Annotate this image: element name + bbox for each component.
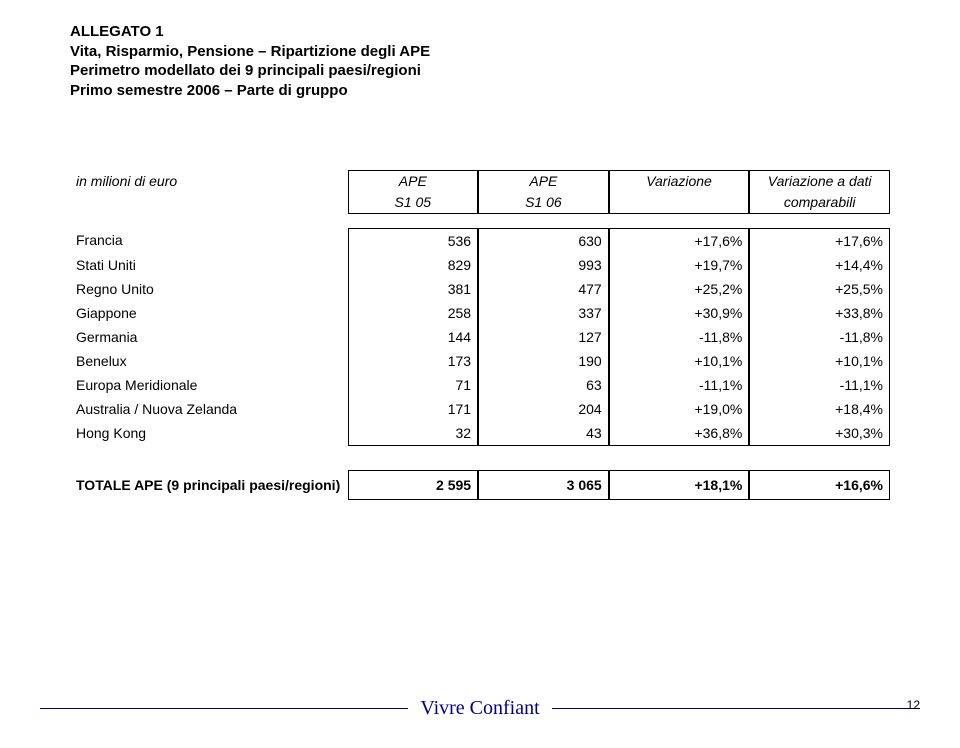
cell-label: Australia / Nuova Zelanda [70,397,348,421]
table-row: Europa Meridionale 71 63 -11,1% -11,1% [70,373,890,397]
cell-value: 258 [348,301,479,325]
cell-value: +36,8% [609,421,750,446]
cell-value: +33,8% [749,301,890,325]
table-header-row: in milioni di euro APE APE Variazione Va… [70,170,890,192]
cell-value: -11,8% [609,325,750,349]
table-row: Stati Uniti 829 993 +19,7% +14,4% [70,253,890,277]
total-value: +18,1% [609,470,750,500]
cell-value: +30,3% [749,421,890,446]
page-footer: Vivre Confiant 12 [0,697,960,720]
cell-value: 536 [348,228,479,253]
spacer-row [70,214,890,228]
cell-value: 381 [348,277,479,301]
cell-label: Giappone [70,301,348,325]
page: ALLEGATO 1 Vita, Risparmio, Pensione – R… [0,0,960,748]
table-row: Hong Kong 32 43 +36,8% +30,3% [70,421,890,446]
table-row: Benelux 173 190 +10,1% +10,1% [70,349,890,373]
cell-label: Benelux [70,349,348,373]
col-header-comparabili: comparabili [749,192,890,214]
cell-value: 32 [348,421,479,446]
table-row: Australia / Nuova Zelanda 171 204 +19,0%… [70,397,890,421]
cell-label: Hong Kong [70,421,348,446]
cell-value: 337 [478,301,609,325]
cell-value: 127 [478,325,609,349]
cell-value: +17,6% [749,228,890,253]
total-value: +16,6% [749,470,890,500]
cell-label: Europa Meridionale [70,373,348,397]
table-row: Giappone 258 337 +30,9% +33,8% [70,301,890,325]
col-header-variazione: Variazione [609,170,750,192]
cell-value: -11,1% [749,373,890,397]
table-row: Germania 144 127 -11,8% -11,8% [70,325,890,349]
cell-value: +17,6% [609,228,750,253]
cell-value: 477 [478,277,609,301]
col-header-variazione-2 [609,192,750,214]
cell-value: +25,5% [749,277,890,301]
footer-rule-left [40,708,408,709]
cell-value: 829 [348,253,479,277]
cell-value: +10,1% [749,349,890,373]
header-line-3: Perimetro modellato dei 9 principali pae… [70,61,890,81]
header-line-2: Vita, Risparmio, Pensione – Ripartizione… [70,42,890,62]
cell-value: -11,8% [749,325,890,349]
cell-label: Germania [70,325,348,349]
cell-value: 993 [478,253,609,277]
table-row: Regno Unito 381 477 +25,2% +25,5% [70,277,890,301]
cell-value: 630 [478,228,609,253]
cell-value: +30,9% [609,301,750,325]
table-container: in milioni di euro APE APE Variazione Va… [70,170,890,500]
cell-value: +19,7% [609,253,750,277]
spacer-row [70,446,890,460]
cell-value: +14,4% [749,253,890,277]
cell-value: 190 [478,349,609,373]
col-header-ape-s106: APE [478,170,609,192]
total-label: TOTALE APE (9 principali paesi/regioni) [70,470,348,500]
cell-value: 71 [348,373,479,397]
document-header: ALLEGATO 1 Vita, Risparmio, Pensione – R… [70,22,890,100]
header-line-4: Primo semestre 2006 – Parte di gruppo [70,81,890,101]
cell-label: Stati Uniti [70,253,348,277]
cell-value: +18,4% [749,397,890,421]
cell-value: +10,1% [609,349,750,373]
table-row: Francia 536 630 +17,6% +17,6% [70,228,890,253]
page-number: 12 [907,698,920,712]
header-line-1: ALLEGATO 1 [70,22,890,42]
cell-value: +19,0% [609,397,750,421]
ape-table: in milioni di euro APE APE Variazione Va… [70,170,890,500]
row-header-label-2 [70,192,348,214]
col-header-ape-s105: APE [348,170,479,192]
row-header-label: in milioni di euro [70,170,348,192]
footer-line: Vivre Confiant [40,697,920,720]
footer-rule-right [552,708,920,709]
cell-value: 43 [478,421,609,446]
col-header-s105: S1 05 [348,192,479,214]
total-value: 2 595 [348,470,479,500]
cell-label: Regno Unito [70,277,348,301]
cell-value: 204 [478,397,609,421]
cell-value: 144 [348,325,479,349]
cell-value: +25,2% [609,277,750,301]
cell-value: -11,1% [609,373,750,397]
footer-brand-text: Vivre Confiant [408,697,551,720]
total-value: 3 065 [478,470,609,500]
cell-value: 173 [348,349,479,373]
table-header-row-2: S1 05 S1 06 comparabili [70,192,890,214]
cell-label: Francia [70,228,348,253]
cell-value: 171 [348,397,479,421]
col-header-s106: S1 06 [478,192,609,214]
spacer-row [70,460,890,470]
cell-value: 63 [478,373,609,397]
col-header-variazione-dati: Variazione a dati [749,170,890,192]
table-total-row: TOTALE APE (9 principali paesi/regioni) … [70,470,890,500]
